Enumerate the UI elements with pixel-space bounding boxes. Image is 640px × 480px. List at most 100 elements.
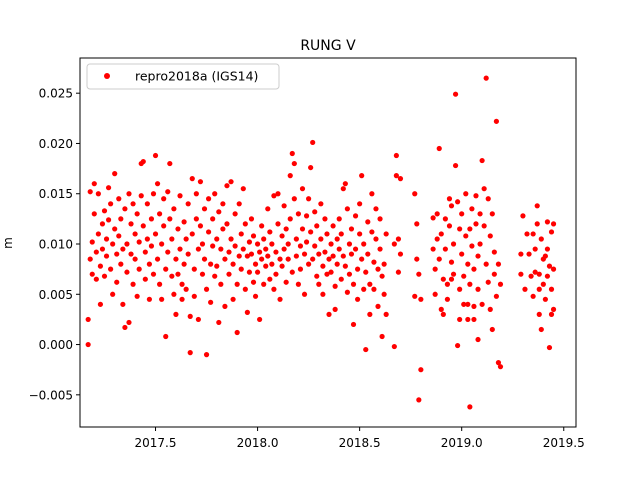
data-point xyxy=(314,223,320,229)
data-point xyxy=(336,246,342,252)
data-point xyxy=(348,226,355,232)
data-point xyxy=(487,233,493,239)
data-point xyxy=(179,296,185,302)
data-point xyxy=(381,291,387,297)
data-point xyxy=(459,211,465,217)
data-point xyxy=(446,196,453,202)
data-point xyxy=(105,217,112,223)
data-point xyxy=(452,91,459,97)
data-point xyxy=(283,226,289,232)
data-point xyxy=(183,236,189,242)
data-point xyxy=(248,216,255,222)
data-point xyxy=(230,261,236,267)
data-point xyxy=(216,209,222,215)
data-point xyxy=(144,201,150,207)
data-point xyxy=(91,181,97,187)
data-point xyxy=(108,266,114,272)
data-point xyxy=(479,157,485,164)
data-point xyxy=(489,211,495,217)
data-point xyxy=(414,221,420,227)
data-point xyxy=(254,269,261,275)
plot-area xyxy=(79,57,577,428)
data-point xyxy=(91,211,97,217)
data-point xyxy=(475,336,481,343)
data-point xyxy=(212,273,218,279)
data-point xyxy=(473,221,479,227)
data-point xyxy=(344,206,350,212)
data-point xyxy=(550,306,557,312)
data-point xyxy=(546,344,553,351)
data-point xyxy=(218,281,224,287)
data-point xyxy=(236,253,242,259)
data-point xyxy=(412,293,418,299)
data-point xyxy=(485,279,491,285)
data-point xyxy=(136,266,142,272)
data-point xyxy=(252,293,259,299)
data-point xyxy=(493,118,499,124)
data-point xyxy=(548,229,555,235)
data-point xyxy=(167,216,173,222)
data-point xyxy=(201,206,208,212)
data-point xyxy=(214,236,220,242)
data-point xyxy=(291,160,297,167)
data-point xyxy=(395,269,402,275)
data-point xyxy=(532,269,538,275)
data-point xyxy=(475,253,481,259)
data-point xyxy=(232,211,238,217)
data-point xyxy=(306,261,312,267)
data-point xyxy=(259,256,265,262)
data-point xyxy=(120,301,126,307)
data-point xyxy=(473,193,479,199)
data-point xyxy=(365,219,371,225)
data-point xyxy=(224,183,230,189)
data-point xyxy=(103,253,110,259)
data-point xyxy=(281,203,287,209)
data-point xyxy=(203,352,210,358)
data-point xyxy=(295,281,301,287)
data-point xyxy=(85,316,91,323)
data-point xyxy=(269,261,275,267)
data-points xyxy=(85,75,557,410)
data-point xyxy=(242,221,248,227)
data-point xyxy=(254,241,261,247)
data-point xyxy=(132,231,138,237)
data-point xyxy=(97,301,104,307)
data-point xyxy=(467,281,473,287)
data-point xyxy=(185,251,191,257)
data-point xyxy=(308,229,314,235)
data-point xyxy=(328,269,334,275)
x-tick-label: 2018.5 xyxy=(339,436,381,450)
data-point xyxy=(152,231,159,237)
data-point xyxy=(530,231,536,237)
data-point xyxy=(279,233,285,239)
data-point xyxy=(99,221,106,227)
data-point xyxy=(373,236,379,242)
data-point xyxy=(289,269,295,275)
data-point xyxy=(187,350,193,356)
data-point xyxy=(128,251,134,257)
data-point xyxy=(171,291,177,297)
data-point xyxy=(497,364,504,370)
data-point xyxy=(314,273,320,279)
data-point xyxy=(536,311,542,317)
data-point xyxy=(373,206,379,212)
data-point xyxy=(434,236,440,242)
data-point xyxy=(291,196,297,202)
data-point xyxy=(448,276,455,282)
data-point xyxy=(491,271,497,277)
data-point xyxy=(352,246,359,252)
data-point xyxy=(371,286,377,292)
data-point xyxy=(244,253,250,259)
data-point xyxy=(306,196,312,202)
data-point xyxy=(177,193,183,199)
data-point xyxy=(367,281,373,287)
data-point xyxy=(283,279,289,285)
data-point xyxy=(544,246,551,252)
data-point xyxy=(128,221,134,227)
data-point xyxy=(205,196,212,202)
y-tick-label: 0.020 xyxy=(39,137,73,151)
data-point xyxy=(444,281,451,287)
data-point xyxy=(208,261,214,267)
data-point xyxy=(312,209,318,215)
